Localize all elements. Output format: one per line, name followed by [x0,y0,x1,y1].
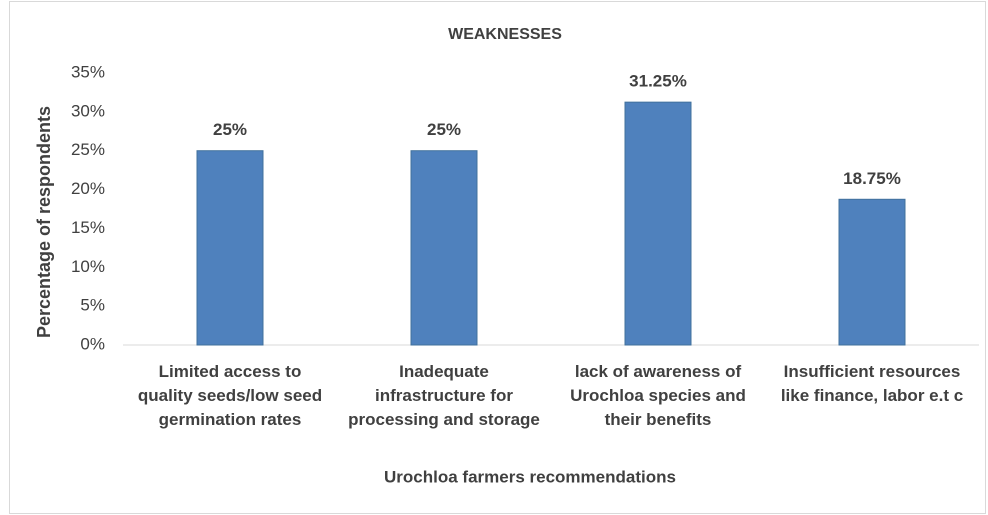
y-tick-label: 30% [71,101,105,120]
y-tick-label: 35% [71,62,105,81]
bar [196,150,264,346]
y-tick-label: 0% [80,334,105,353]
x-tick-label: Limited access to quality seeds/low seed… [137,362,323,429]
x-tick-label: Insufficient resources like finance, lab… [780,362,964,405]
y-tick-label: 15% [71,218,105,237]
bar [410,150,478,346]
bar [838,198,906,346]
y-tick-label: 20% [71,179,105,198]
data-label: 25% [213,120,247,139]
chart-border [9,1,986,514]
y-axis-title: Percentage of respondents [34,106,54,338]
y-tick-label: 10% [71,257,105,276]
y-tick-label: 5% [80,296,105,315]
y-tick-label: 25% [71,140,105,159]
x-tick-label: lack of awareness of Urochloa species an… [570,362,746,429]
x-axis-title: Urochloa farmers recommendations [384,467,676,486]
bar [624,101,692,346]
data-label: 31.25% [629,72,687,91]
chart-title: WEAKNESSES [448,26,562,43]
x-tick-label: Inadequate infrastructure for processing… [348,362,540,429]
data-label: 25% [427,120,461,139]
data-label: 18.75% [843,169,901,188]
